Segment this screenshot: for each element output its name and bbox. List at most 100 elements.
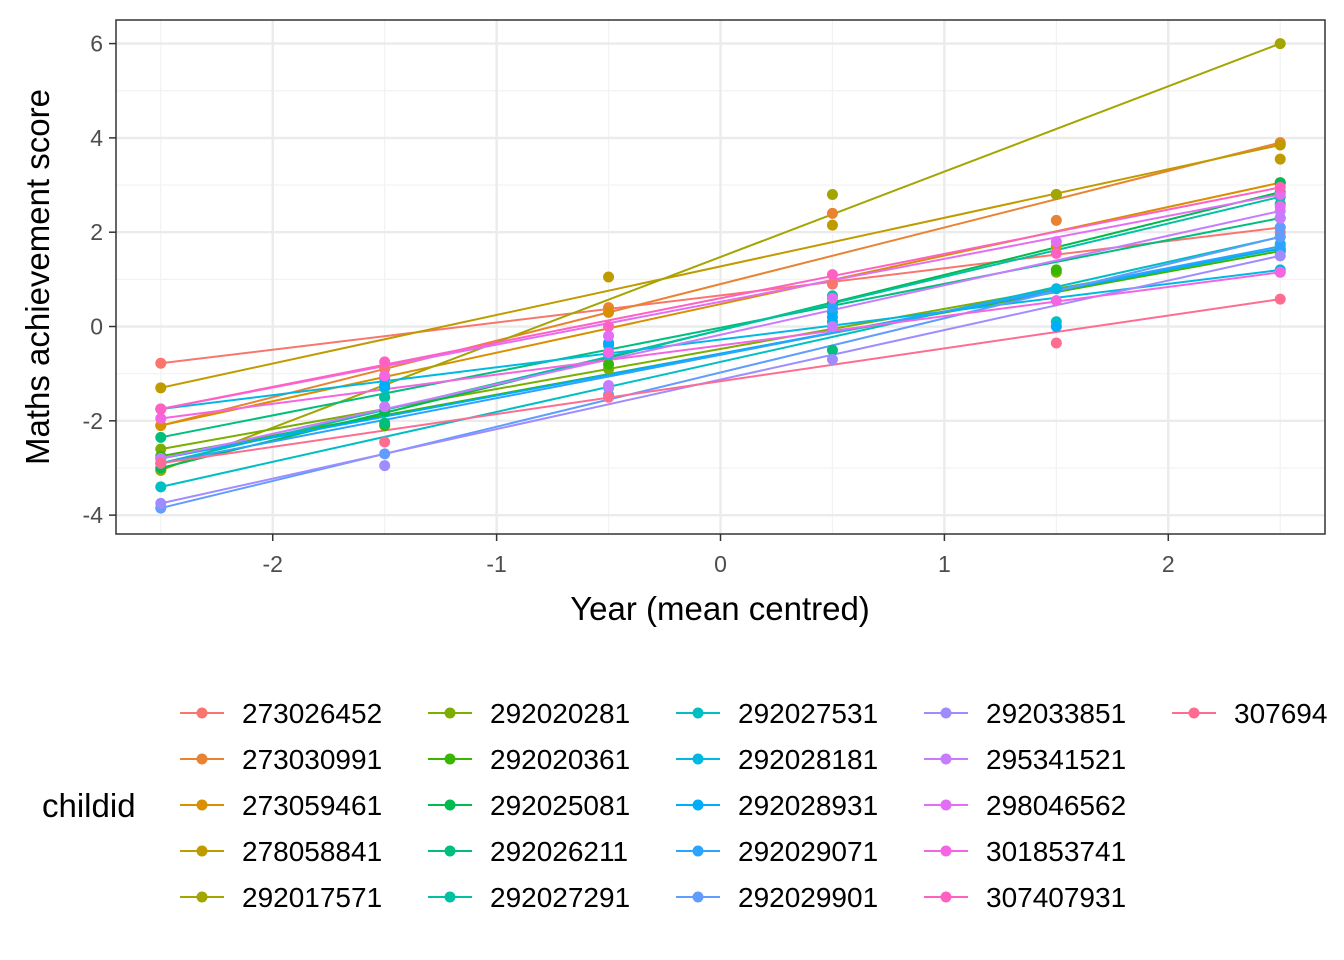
point-295341521 [603, 379, 615, 391]
y-tick-label: 6 [90, 31, 103, 57]
fit-line-292027531 [160, 235, 1281, 488]
y-tick-label: 0 [90, 314, 103, 340]
point-307407931 [155, 403, 167, 415]
legend-label: 292027531 [738, 698, 878, 729]
legend-key-point [692, 799, 704, 811]
legend-title: childid [42, 787, 136, 824]
fit-line-307694 [160, 298, 1281, 465]
point-292026211 [379, 417, 391, 429]
fit-line-273026452 [160, 226, 1281, 365]
legend-key-point [940, 845, 952, 857]
legend-key-point [444, 753, 456, 765]
x-tick-label: 1 [938, 551, 951, 577]
point-292033851 [155, 497, 167, 509]
legend-item-301853741: 301853741 [924, 836, 1126, 867]
point-292033851 [1274, 250, 1286, 262]
fit-line-295341521 [160, 210, 1281, 460]
y-tick-label: -2 [83, 408, 103, 434]
point-273026452 [155, 357, 167, 369]
point-301853741 [1274, 266, 1286, 278]
point-307407931 [1274, 181, 1286, 193]
point-307407931 [1050, 247, 1062, 259]
fit-line-292026211 [160, 217, 1281, 439]
point-292026211 [155, 431, 167, 443]
point-301853741 [1050, 295, 1062, 307]
point-295341521 [826, 321, 838, 333]
point-278058841 [155, 382, 167, 394]
legend-label: 273059461 [242, 790, 382, 821]
point-307694 [155, 457, 167, 469]
legend-label: 292020361 [490, 744, 630, 775]
legend-item-278058841: 278058841 [180, 836, 382, 867]
legend-key-point [940, 707, 952, 719]
legend-key-point [444, 799, 456, 811]
legend-label: 292029071 [738, 836, 878, 867]
legend-item-292026211: 292026211 [428, 836, 628, 867]
legend-item-292029071: 292029071 [676, 836, 878, 867]
legend-label: 292020281 [490, 698, 630, 729]
legend-item-292028181: 292028181 [676, 744, 878, 775]
point-292029901 [1274, 231, 1286, 243]
point-307407931 [826, 269, 838, 281]
legend-item-292028931: 292028931 [676, 790, 878, 821]
legend-key-point [444, 707, 456, 719]
fit-line-292017571 [160, 42, 1281, 472]
legend-item-273059461: 273059461 [180, 790, 382, 821]
legend-key-point [444, 845, 456, 857]
legend-key-point [692, 707, 704, 719]
point-278058841 [826, 219, 838, 231]
legend-key-point [444, 891, 456, 903]
point-292029071 [1274, 240, 1286, 252]
fit-lines [160, 42, 1281, 510]
point-298046562 [1050, 236, 1062, 248]
legend-item-307694: 307694 [1172, 698, 1327, 729]
point-278058841 [1274, 139, 1286, 151]
legend-key-point [196, 753, 208, 765]
x-tick-label: -2 [262, 551, 282, 577]
point-292017571 [1050, 188, 1062, 200]
legend-key-point [196, 891, 208, 903]
point-301853741 [603, 346, 615, 358]
point-307694 [379, 436, 391, 448]
legend-key-point [940, 753, 952, 765]
y-axis-title: Maths achievement score [19, 89, 56, 465]
y-tick-label: 4 [90, 125, 103, 151]
point-301853741 [379, 370, 391, 382]
legend-label: 292028181 [738, 744, 878, 775]
legend-label: 292029901 [738, 882, 878, 913]
legend-item-292027291: 292027291 [428, 882, 630, 913]
legend-label: 292033851 [986, 698, 1126, 729]
x-tick-label: -1 [486, 551, 506, 577]
legend-label: 295341521 [986, 744, 1126, 775]
point-292029071 [826, 302, 838, 314]
legend-key-point [940, 799, 952, 811]
point-278058841 [1274, 153, 1286, 165]
point-292029901 [1274, 221, 1286, 233]
fit-line-278058841 [160, 143, 1281, 389]
point-292020361 [1050, 264, 1062, 276]
legend-item-295341521: 295341521 [924, 744, 1126, 775]
legend-key-point [692, 845, 704, 857]
legend-key-point [692, 753, 704, 765]
legend-key-point [196, 845, 208, 857]
fit-line-301853741 [160, 271, 1281, 420]
fit-line-298046562 [160, 193, 1281, 411]
fit-line-307407931 [160, 186, 1281, 411]
point-273026452 [826, 278, 838, 290]
point-295341521 [379, 401, 391, 413]
point-273059461 [603, 306, 615, 318]
point-298046562 [1274, 200, 1286, 212]
point-307407931 [603, 321, 615, 333]
y-tick-label: 2 [90, 219, 103, 245]
legend-label: 278058841 [242, 836, 382, 867]
legend: 273026452 273030991 273059461 278058841 2920… [180, 698, 1327, 913]
legend-label: 292025081 [490, 790, 630, 821]
legend-label: 292017571 [242, 882, 382, 913]
x-tick-label: 0 [714, 551, 727, 577]
point-298046562 [603, 330, 615, 342]
point-307694 [1274, 293, 1286, 305]
legend-item-273026452: 273026452 [180, 698, 382, 729]
legend-item-292029901: 292029901 [676, 882, 878, 913]
fit-line-292028181 [160, 268, 1281, 411]
